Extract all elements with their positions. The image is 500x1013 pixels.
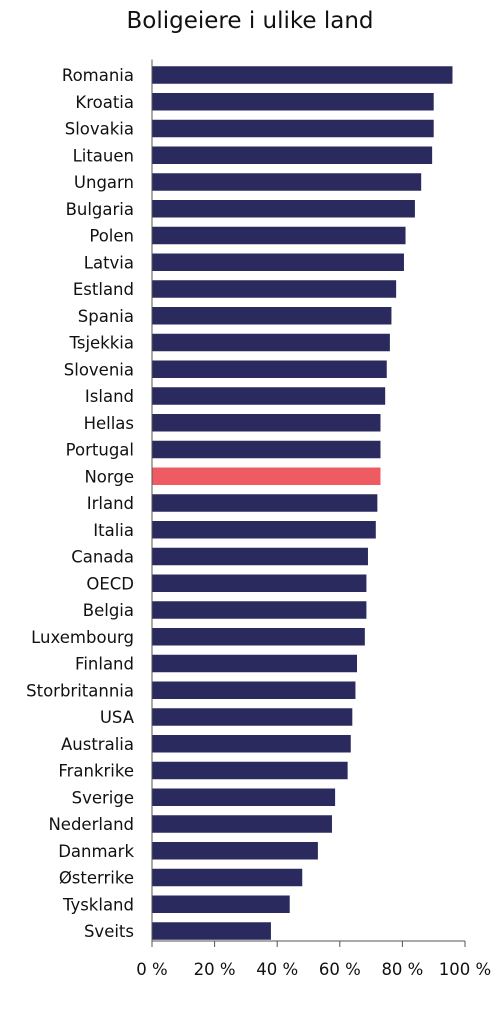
bar-bulgaria [152,200,415,218]
category-labels: Romania Kroatia Slovakia Litauen Ungarn Bulga… [26,66,135,941]
bar-polen [152,226,406,245]
bar-sveits [152,922,271,940]
bar-spania [152,307,392,325]
bar-island [152,387,386,405]
bar-belgia [152,601,367,619]
bar-oecd [152,574,367,592]
bar-tsjekkia [152,333,390,352]
category-label-finland: Finland [75,655,134,674]
category-label-polen: Polen [89,227,134,246]
category-label-australia: Australia [61,735,134,754]
x-tick-label-40: 40 % [256,960,298,979]
category-label-irland: Irland [87,494,134,513]
chart-title: Boligeiere i ulike land [126,8,374,34]
category-label-luxembourg: Luxembourg [31,628,134,647]
category-label-tsjekkia: Tsjekkia [69,334,135,353]
category-label-tyskland: Tyskland [62,895,134,914]
category-label-island: Island [85,387,134,406]
category-label-romania: Romania [62,66,134,85]
bar-portugal [152,440,381,459]
category-label-usa: USA [100,708,135,727]
x-tick-label-60: 60 % [319,960,361,979]
x-tick-label-0: 0 % [136,960,167,979]
x-axis: 0 % 20 % 40 % 60 % 80 % 100 % [136,59,491,979]
category-label-slovenia: Slovenia [64,360,134,379]
bar-usa [152,708,353,726]
category-label-ungarn: Ungarn [74,173,134,192]
category-label-litauen: Litauen [73,146,134,165]
category-label-latvia: Latvia [84,253,134,272]
category-label-danmark: Danmark [58,842,134,861]
bar-østerrike [152,868,303,887]
bar-danmark [152,842,318,860]
category-label-spania: Spania [78,307,134,326]
category-label-canada: Canada [71,548,134,567]
bar-sverige [152,788,336,806]
bar-romania [152,66,453,84]
category-label-bulgaria: Bulgaria [66,200,134,219]
bar-kroatia [152,93,434,111]
category-label-frankrike: Frankrike [58,762,134,781]
category-label-østerrike: Østerrike [59,869,134,888]
category-label-hellas: Hellas [84,414,134,433]
bar-norge [152,467,381,485]
category-label-slovakia: Slovakia [65,120,134,139]
bar-frankrike [152,761,348,780]
category-label-estland: Estland [73,280,134,299]
bar-finland [152,654,358,673]
x-tick-label-100: 100 % [439,960,491,979]
bar-australia [152,735,351,753]
x-tick-label-20: 20 % [194,960,236,979]
bar-luxembourg [152,628,365,646]
category-label-storbritannia: Storbritannia [26,681,134,700]
bar-irland [152,494,378,512]
category-label-sveits: Sveits [84,922,134,941]
category-label-italia: Italia [93,521,134,540]
category-label-belgia: Belgia [83,601,134,620]
bar-latvia [152,253,404,271]
bar-tyskland [152,895,290,913]
category-label-portugal: Portugal [66,441,134,460]
category-label-sverige: Sverige [72,788,134,807]
bar-ungarn [152,173,422,191]
category-label-norge: Norge [84,467,134,486]
bar-litauen [152,146,433,164]
x-tick-label-80: 80 % [381,960,423,979]
bar-slovenia [152,360,387,378]
bar-italia [152,521,376,539]
category-label-oecd: OECD [86,574,134,593]
bar-hellas [152,414,381,432]
category-label-kroatia: Kroatia [75,93,134,112]
bar-slovakia [152,119,434,138]
bar-storbritannia [152,681,356,699]
category-label-nederland: Nederland [48,815,134,834]
bar-canada [152,547,368,566]
bar-nederland [152,815,332,833]
bars [152,66,453,940]
bar-estland [152,280,397,298]
